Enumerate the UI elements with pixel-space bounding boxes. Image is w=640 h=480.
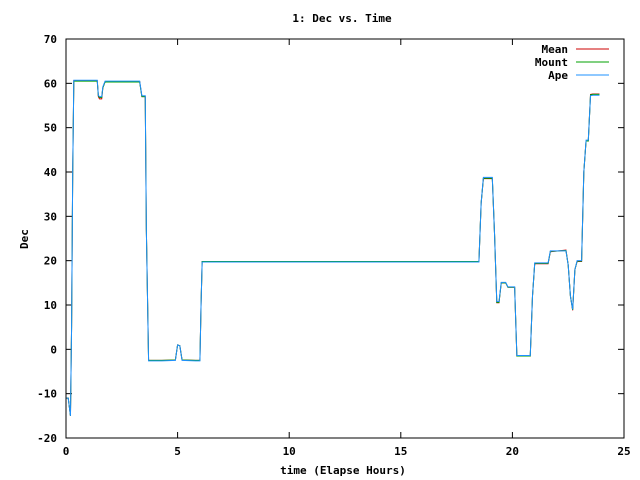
y-tick-label: 50	[44, 122, 57, 135]
y-tick-label: 20	[44, 255, 57, 268]
legend-label-mean: Mean	[542, 43, 569, 56]
x-tick-label: 25	[617, 445, 630, 458]
x-tick-label: 15	[394, 445, 407, 458]
y-tick-label: 40	[44, 166, 57, 179]
x-tick-label: 0	[63, 445, 70, 458]
legend-label-ape: Ape	[548, 69, 568, 82]
y-tick-label: -10	[37, 388, 57, 401]
x-tick-label: 20	[506, 445, 519, 458]
y-axis-label: Dec	[18, 229, 31, 249]
y-tick-label: 60	[44, 77, 57, 90]
y-tick-label: 70	[44, 33, 57, 46]
plot-frame	[65, 38, 625, 439]
x-tick-label: 10	[283, 445, 296, 458]
x-axis-label: time (Elapse Hours)	[280, 464, 406, 477]
chart-title: 1: Dec vs. Time	[292, 12, 392, 25]
axis-ticks: 0 5 10 15 20 25 -20 -10 0 10 20 30 40 50 60 70	[37, 33, 631, 458]
plot-area	[66, 79, 600, 416]
y-tick-label: 30	[44, 210, 57, 223]
legend-label-mount: Mount	[535, 56, 568, 69]
x-tick-label: 5	[174, 445, 181, 458]
series-line-ape	[66, 79, 600, 416]
y-tick-label: 10	[44, 299, 57, 312]
y-tick-label: 0	[50, 343, 57, 356]
y-tick-label: -20	[37, 432, 57, 445]
